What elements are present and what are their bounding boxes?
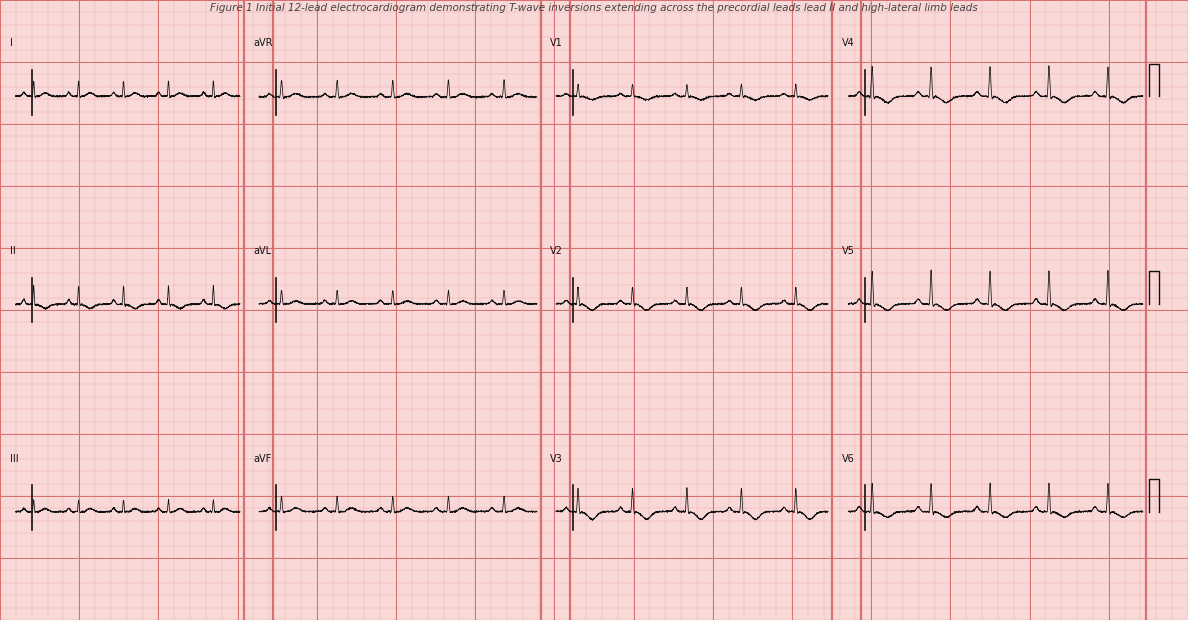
Text: V4: V4 [842, 38, 855, 48]
Text: V3: V3 [550, 454, 563, 464]
Text: III: III [10, 454, 18, 464]
Text: aVL: aVL [253, 246, 271, 256]
Text: aVF: aVF [253, 454, 271, 464]
Text: V5: V5 [842, 246, 855, 256]
Text: aVR: aVR [253, 38, 272, 48]
Text: Figure 1 Initial 12-lead electrocardiogram demonstrating T-wave inversions exten: Figure 1 Initial 12-lead electrocardiogr… [210, 3, 978, 13]
Text: V1: V1 [550, 38, 563, 48]
Text: V6: V6 [842, 454, 855, 464]
Text: II: II [10, 246, 15, 256]
Text: I: I [10, 38, 12, 48]
Text: V2: V2 [550, 246, 563, 256]
